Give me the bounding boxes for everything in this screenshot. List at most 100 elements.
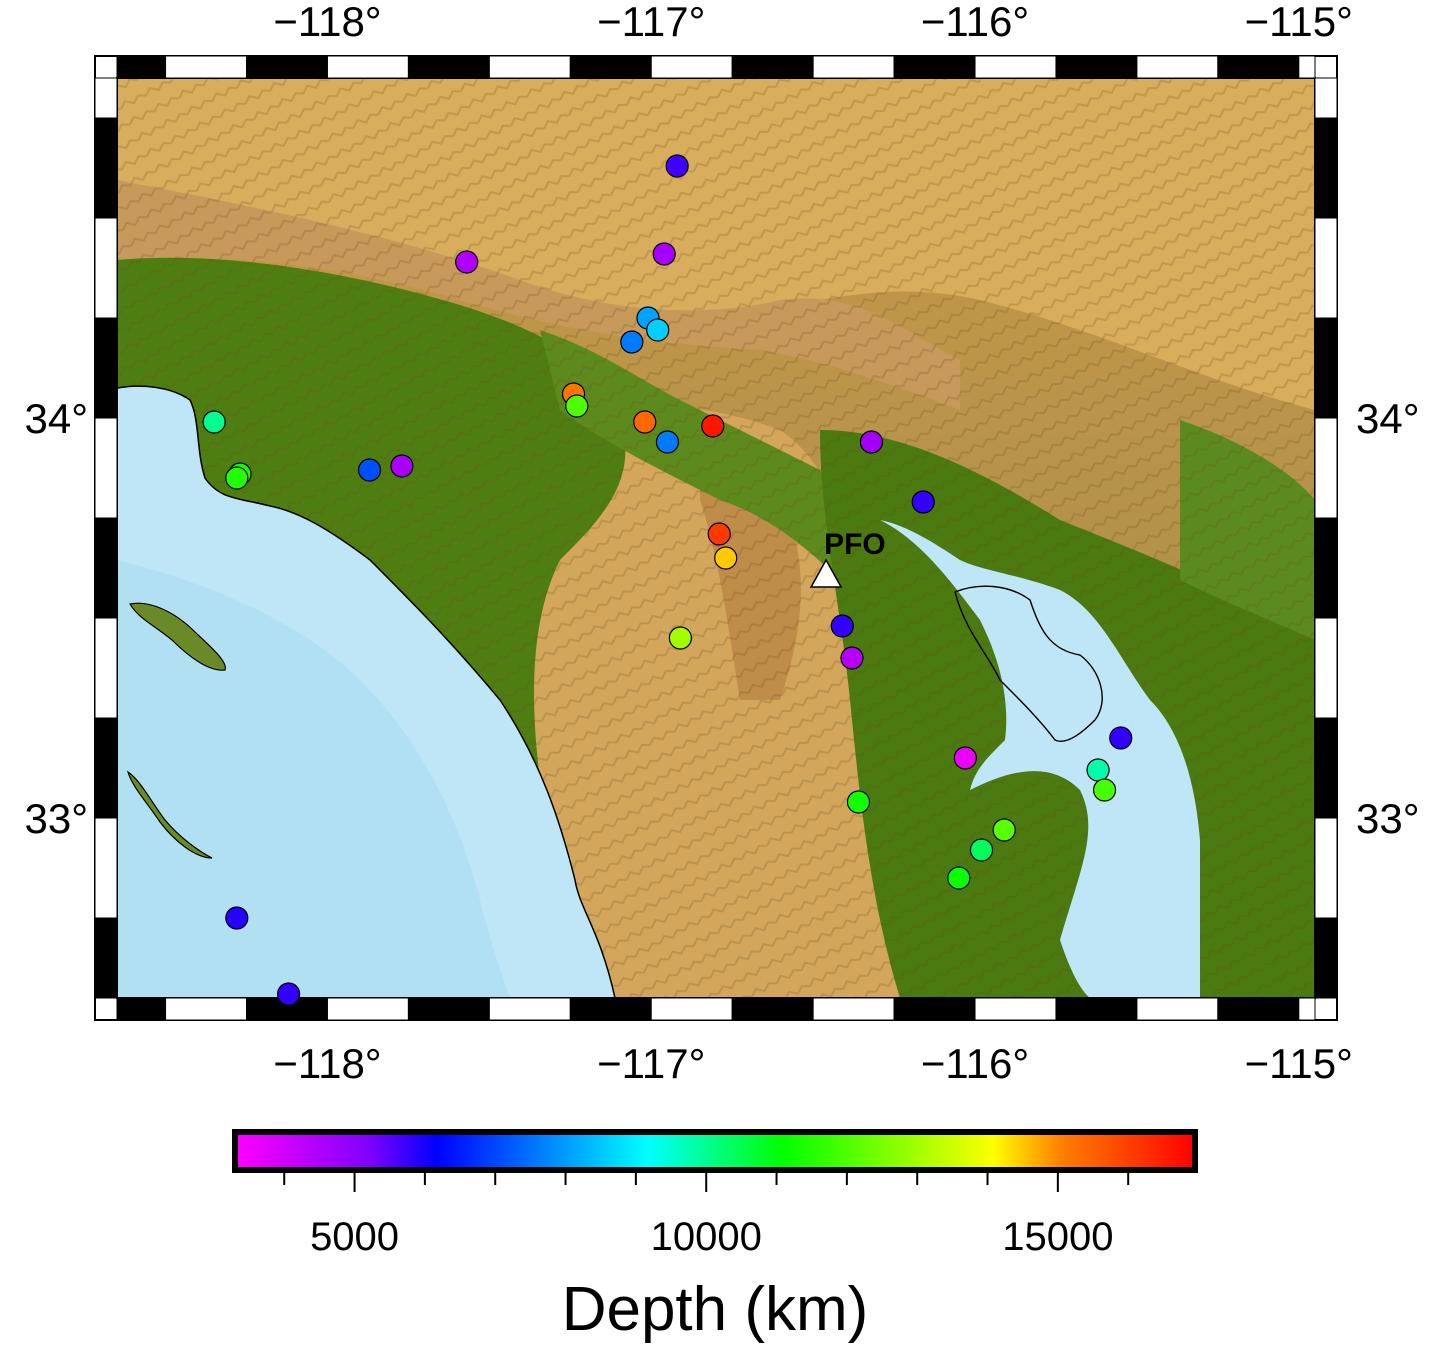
- frame-segment-bottom: [569, 997, 652, 1021]
- frame-segment-top: [116, 55, 167, 79]
- earthquake-point: [1092, 778, 1117, 802]
- map-axis-labels: −118° −118° −117° −117° −116° −116° −115° −115°…: [24, 0, 1419, 1087]
- lon-tick-label-top: −117°: [597, 0, 705, 45]
- frame-segment-top: [1217, 55, 1300, 79]
- earthquake-point: [225, 906, 249, 930]
- earthquake-point: [969, 838, 994, 862]
- lat-tick-label-right: 34°: [1356, 395, 1420, 442]
- station-triangle-icon: [809, 558, 843, 588]
- frame-segment-right: [1314, 617, 1338, 719]
- earthquake-point: [646, 318, 670, 342]
- earthquake-point: [225, 466, 249, 490]
- frame-segment-left: [94, 77, 118, 119]
- frame-segment-right: [1314, 217, 1338, 319]
- earthquake-point: [620, 330, 644, 354]
- frame-segment-right: [1314, 117, 1338, 219]
- frame-segment-bottom: [116, 997, 167, 1021]
- earthquake-point: [655, 430, 680, 454]
- frame-segment-bottom: [326, 997, 409, 1021]
- lon-tick-label-bottom: −118°: [273, 1040, 381, 1087]
- station: PFO: [809, 528, 886, 588]
- frame-segment-bottom: [1217, 997, 1300, 1021]
- earthquake-point: [357, 458, 382, 482]
- map-frame: [94, 55, 1338, 1021]
- earthquake-point: [846, 790, 871, 814]
- frame-segment-top: [650, 55, 733, 79]
- frame-segment-top: [165, 55, 248, 79]
- depth-colorbar: Depth (km) 5000 10000 15000: [232, 1129, 1198, 1344]
- frame-segment-left: [94, 717, 118, 819]
- earthquake-point: [947, 866, 971, 890]
- earthquake-point: [992, 818, 1016, 842]
- frame-segment-bottom: [974, 997, 1057, 1021]
- colorbar-title: Depth (km): [562, 1275, 869, 1344]
- earthquake-point: [701, 414, 725, 438]
- earthquake-point: [202, 410, 226, 434]
- earthquake-point: [390, 454, 414, 478]
- frame-segment-left: [94, 517, 118, 619]
- earthquake-point: [277, 982, 301, 1006]
- lon-tick-label-top: −116°: [921, 0, 1029, 45]
- earthquake-point: [455, 250, 479, 274]
- frame-segment-right: [1314, 417, 1338, 519]
- lon-tick-label-bottom: −117°: [597, 1040, 705, 1087]
- frame-segment-left: [94, 317, 118, 419]
- frame-segment-top: [1055, 55, 1138, 79]
- catalina-island: [129, 602, 226, 671]
- frame-segment-bottom: [488, 997, 571, 1021]
- frame-segment-left: [94, 417, 118, 519]
- map-area: [117, 78, 1315, 998]
- station-label: PFO: [824, 528, 886, 561]
- frame-segment-bottom: [650, 997, 733, 1021]
- frame-segment-right: [1314, 317, 1338, 419]
- earthquake-point: [953, 746, 977, 770]
- earthquake-point: [840, 646, 864, 670]
- frame-segment-right: [1314, 77, 1338, 119]
- frame-segment-bottom: [893, 997, 976, 1021]
- frame-segment-bottom: [731, 997, 814, 1021]
- earthquake-points: [202, 154, 1133, 1006]
- frame-segment-bottom: [1136, 997, 1219, 1021]
- frame-segment-top: [246, 55, 328, 79]
- frame-segment-left: [94, 817, 118, 919]
- imperial-basin: [880, 520, 1200, 998]
- frame-segment-top: [488, 55, 571, 79]
- frame-segment-top: [893, 55, 976, 79]
- frame-segment-left: [94, 617, 118, 719]
- earthquake-point: [668, 626, 692, 650]
- colorbar-gradient: [232, 1129, 1198, 1173]
- salton-sea-outline: [954, 585, 1103, 742]
- frame-segment-right: [1314, 917, 1338, 999]
- frame-segment-top: [569, 55, 652, 79]
- san-clemente-island: [126, 770, 213, 859]
- earthquake-point: [1086, 758, 1110, 782]
- lat-tick-label-right: 33°: [1356, 795, 1420, 842]
- frame-segment-bottom: [1298, 997, 1316, 1021]
- earthquake-point: [707, 522, 731, 546]
- frame-segment-top: [974, 55, 1057, 79]
- earthquake-point: [633, 410, 657, 434]
- frame-segment-left: [94, 917, 118, 999]
- frame-segment-top: [731, 55, 814, 79]
- frame-segment-bottom: [1055, 997, 1138, 1021]
- colorbar-tick-label: 10000: [651, 1215, 762, 1259]
- earthquake-point: [665, 154, 689, 178]
- frame-segment-right: [1314, 517, 1338, 619]
- lon-tick-label-top: −118°: [273, 0, 381, 45]
- frame-segment-right: [1314, 817, 1338, 919]
- frame-segment-bottom: [812, 997, 895, 1021]
- frame-segment-top: [1298, 55, 1316, 79]
- frame-segment-left: [94, 217, 118, 319]
- earthquake-point: [859, 430, 884, 454]
- earthquake-point: [714, 546, 738, 570]
- frame-segment-top: [407, 55, 490, 79]
- earthquake-point: [565, 394, 589, 418]
- lon-tick-label-bottom: −116°: [921, 1040, 1029, 1087]
- frame-segment-top: [326, 55, 409, 79]
- frame-segment-top: [812, 55, 895, 79]
- earthquake-point: [652, 242, 676, 266]
- frame-segment-bottom: [407, 997, 490, 1021]
- frame-segment-right: [1314, 717, 1338, 819]
- frame-segment-left: [94, 117, 118, 219]
